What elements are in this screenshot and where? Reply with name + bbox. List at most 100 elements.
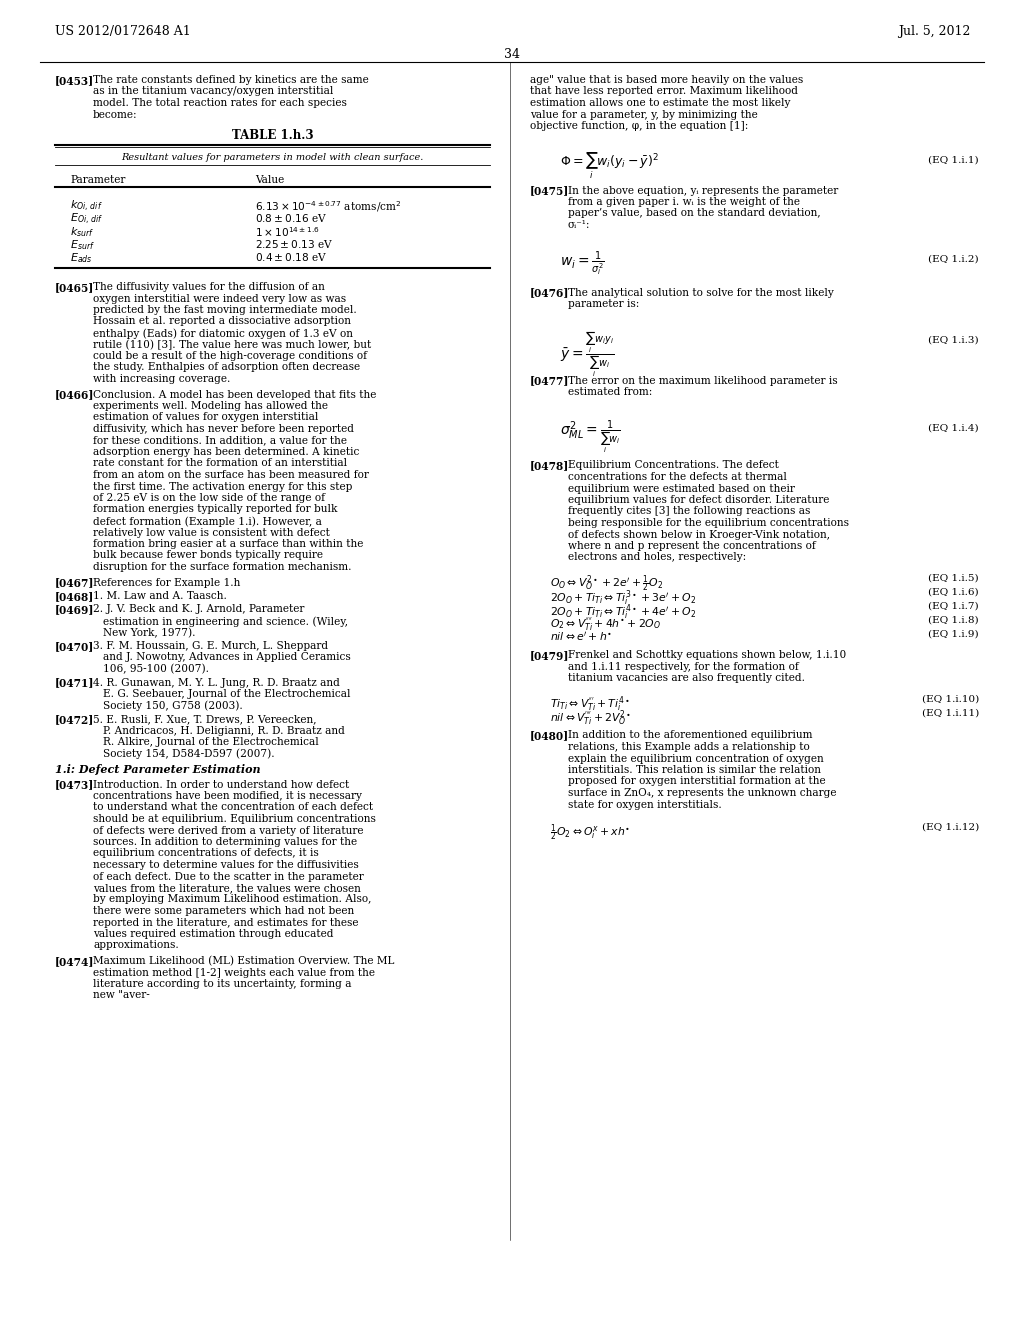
Text: $1 \times 10^{14\pm1.6}$: $1 \times 10^{14\pm1.6}$ bbox=[255, 224, 319, 239]
Text: new "aver-: new "aver- bbox=[93, 990, 150, 1001]
Text: $k_{surf}$: $k_{surf}$ bbox=[70, 224, 94, 239]
Text: from an atom on the surface has been measured for: from an atom on the surface has been mea… bbox=[93, 470, 369, 480]
Text: Jul. 5, 2012: Jul. 5, 2012 bbox=[898, 25, 970, 38]
Text: $2.25 \pm 0.13$ eV: $2.25 \pm 0.13$ eV bbox=[255, 238, 333, 249]
Text: there were some parameters which had not been: there were some parameters which had not… bbox=[93, 906, 354, 916]
Text: estimated from:: estimated from: bbox=[568, 387, 652, 397]
Text: E. G. Seebauer, Journal of the Electrochemical: E. G. Seebauer, Journal of the Electroch… bbox=[103, 689, 350, 700]
Text: relatively low value is consistent with defect: relatively low value is consistent with … bbox=[93, 528, 330, 537]
Text: R. Alkire, Journal of the Electrochemical: R. Alkire, Journal of the Electrochemica… bbox=[103, 737, 318, 747]
Text: necessary to determine values for the diffusivities: necessary to determine values for the di… bbox=[93, 861, 358, 870]
Text: value for a parameter, y, by minimizing the: value for a parameter, y, by minimizing … bbox=[530, 110, 758, 120]
Text: estimation of values for oxygen interstitial: estimation of values for oxygen intersti… bbox=[93, 412, 318, 422]
Text: Resultant values for parameters in model with clean surface.: Resultant values for parameters in model… bbox=[121, 153, 424, 162]
Text: $E_{surf}$: $E_{surf}$ bbox=[70, 238, 95, 252]
Text: (EQ 1.i.8): (EQ 1.i.8) bbox=[929, 616, 979, 624]
Text: estimation in engineering and science. (Wiley,: estimation in engineering and science. (… bbox=[103, 616, 348, 627]
Text: by employing Maximum Likelihood estimation. Also,: by employing Maximum Likelihood estimati… bbox=[93, 895, 372, 904]
Text: $E_{ads}$: $E_{ads}$ bbox=[70, 251, 92, 265]
Text: (EQ 1.i.2): (EQ 1.i.2) bbox=[929, 255, 979, 264]
Text: frequently cites [3] the following reactions as: frequently cites [3] the following react… bbox=[568, 507, 810, 516]
Text: explain the equilibrium concentration of oxygen: explain the equilibrium concentration of… bbox=[568, 754, 823, 763]
Text: Equilibrium Concentrations. The defect: Equilibrium Concentrations. The defect bbox=[568, 461, 779, 470]
Text: equilibrium were estimated based on their: equilibrium were estimated based on thei… bbox=[568, 483, 795, 494]
Text: $w_i = \frac{1}{\sigma_i^2}$: $w_i = \frac{1}{\sigma_i^2}$ bbox=[560, 249, 605, 279]
Text: paper’s value, based on the standard deviation,: paper’s value, based on the standard dev… bbox=[568, 209, 820, 219]
Text: $O_2 \Leftrightarrow V_{Ti}^{''''} + 4h^{\bullet} + 2O_O$: $O_2 \Leftrightarrow V_{Ti}^{''''} + 4h^… bbox=[550, 616, 662, 634]
Text: 4. R. Gunawan, M. Y. L. Jung, R. D. Braatz and: 4. R. Gunawan, M. Y. L. Jung, R. D. Braa… bbox=[93, 677, 340, 688]
Text: $\frac{1}{2}O_2 \Leftrightarrow O_i^{x} + xh^{\bullet}$: $\frac{1}{2}O_2 \Leftrightarrow O_i^{x} … bbox=[550, 822, 631, 845]
Text: (EQ 1.i.3): (EQ 1.i.3) bbox=[929, 335, 979, 345]
Text: [0465]: [0465] bbox=[55, 282, 94, 293]
Text: equilibrium values for defect disorder. Literature: equilibrium values for defect disorder. … bbox=[568, 495, 829, 506]
Text: formation bring easier at a surface than within the: formation bring easier at a surface than… bbox=[93, 539, 364, 549]
Text: [0468]: [0468] bbox=[55, 591, 94, 602]
Text: Conclusion. A model has been developed that fits the: Conclusion. A model has been developed t… bbox=[93, 389, 377, 400]
Text: $\bar{y} = \frac{\sum_{i} w_i y_i}{\sum_{i} w_i}$: $\bar{y} = \frac{\sum_{i} w_i y_i}{\sum_… bbox=[560, 330, 614, 379]
Text: titanium vacancies are also frequently cited.: titanium vacancies are also frequently c… bbox=[568, 673, 805, 682]
Text: [0474]: [0474] bbox=[55, 956, 94, 968]
Text: Hossain et al. reported a dissociative adsorption: Hossain et al. reported a dissociative a… bbox=[93, 317, 351, 326]
Text: could be a result of the high-coverage conditions of: could be a result of the high-coverage c… bbox=[93, 351, 367, 360]
Text: 34: 34 bbox=[504, 48, 520, 61]
Text: Value: Value bbox=[255, 176, 285, 185]
Text: sources. In addition to determining values for the: sources. In addition to determining valu… bbox=[93, 837, 357, 847]
Text: bulk because fewer bonds typically require: bulk because fewer bonds typically requi… bbox=[93, 550, 323, 561]
Text: rate constant for the formation of an interstitial: rate constant for the formation of an in… bbox=[93, 458, 347, 469]
Text: become:: become: bbox=[93, 110, 137, 120]
Text: [0467]: [0467] bbox=[55, 578, 94, 589]
Text: as in the titanium vacancy/oxygen interstitial: as in the titanium vacancy/oxygen inters… bbox=[93, 87, 334, 96]
Text: objective function, φ, in the equation [1]:: objective function, φ, in the equation [… bbox=[530, 121, 749, 131]
Text: Frenkel and Schottky equations shown below, 1.i.10: Frenkel and Schottky equations shown bel… bbox=[568, 649, 846, 660]
Text: that have less reported error. Maximum likelihood: that have less reported error. Maximum l… bbox=[530, 87, 798, 96]
Text: interstitials. This relation is similar the relation: interstitials. This relation is similar … bbox=[568, 766, 821, 775]
Text: In addition to the aforementioned equilibrium: In addition to the aforementioned equili… bbox=[568, 730, 812, 741]
Text: Introduction. In order to understand how defect: Introduction. In order to understand how… bbox=[93, 780, 349, 789]
Text: reported in the literature, and estimates for these: reported in the literature, and estimate… bbox=[93, 917, 358, 928]
Text: (EQ 1.i.5): (EQ 1.i.5) bbox=[929, 574, 979, 583]
Text: $nil \Leftrightarrow e' + h^{\bullet}$: $nil \Leftrightarrow e' + h^{\bullet}$ bbox=[550, 630, 612, 643]
Text: [0478]: [0478] bbox=[530, 461, 569, 471]
Text: of defects were derived from a variety of literature: of defects were derived from a variety o… bbox=[93, 825, 364, 836]
Text: (EQ 1.i.7): (EQ 1.i.7) bbox=[929, 602, 979, 611]
Text: New York, 1977).: New York, 1977). bbox=[103, 627, 196, 638]
Text: The rate constants defined by kinetics are the same: The rate constants defined by kinetics a… bbox=[93, 75, 369, 84]
Text: model. The total reaction rates for each species: model. The total reaction rates for each… bbox=[93, 98, 347, 108]
Text: (EQ 1.i.9): (EQ 1.i.9) bbox=[929, 630, 979, 639]
Text: of defects shown below in Kroeger-Vink notation,: of defects shown below in Kroeger-Vink n… bbox=[568, 529, 830, 540]
Text: enthalpy (Eads) for diatomic oxygen of 1.3 eV on: enthalpy (Eads) for diatomic oxygen of 1… bbox=[93, 327, 353, 338]
Text: values from the literature, the values were chosen: values from the literature, the values w… bbox=[93, 883, 360, 894]
Text: disruption for the surface formation mechanism.: disruption for the surface formation mec… bbox=[93, 562, 351, 572]
Text: where n and p represent the concentrations of: where n and p represent the concentratio… bbox=[568, 541, 816, 550]
Text: (EQ 1.i.12): (EQ 1.i.12) bbox=[922, 822, 979, 832]
Text: $k_{Oi,\, dif}$: $k_{Oi,\, dif}$ bbox=[70, 199, 102, 214]
Text: the first time. The activation energy for this step: the first time. The activation energy fo… bbox=[93, 482, 352, 491]
Text: literature according to its uncertainty, forming a: literature according to its uncertainty,… bbox=[93, 979, 351, 989]
Text: approximations.: approximations. bbox=[93, 940, 179, 950]
Text: US 2012/0172648 A1: US 2012/0172648 A1 bbox=[55, 25, 190, 38]
Text: the study. Enthalpies of adsorption often decrease: the study. Enthalpies of adsorption ofte… bbox=[93, 363, 360, 372]
Text: being responsible for the equilibrium concentrations: being responsible for the equilibrium co… bbox=[568, 517, 849, 528]
Text: formation energies typically reported for bulk: formation energies typically reported fo… bbox=[93, 504, 338, 515]
Text: (EQ 1.i.4): (EQ 1.i.4) bbox=[929, 424, 979, 433]
Text: predicted by the fast moving intermediate model.: predicted by the fast moving intermediat… bbox=[93, 305, 356, 315]
Text: Society 150, G758 (2003).: Society 150, G758 (2003). bbox=[103, 701, 243, 711]
Text: for these conditions. In addition, a value for the: for these conditions. In addition, a val… bbox=[93, 436, 347, 446]
Text: The diffusivity values for the diffusion of an: The diffusivity values for the diffusion… bbox=[93, 282, 325, 292]
Text: $\Phi = \sum_{i} w_i(y_i - \bar{y})^2$: $\Phi = \sum_{i} w_i(y_i - \bar{y})^2$ bbox=[560, 150, 659, 181]
Text: TABLE 1.h.3: TABLE 1.h.3 bbox=[231, 129, 313, 143]
Text: with increasing coverage.: with increasing coverage. bbox=[93, 374, 230, 384]
Text: proposed for oxygen interstitial formation at the: proposed for oxygen interstitial formati… bbox=[568, 776, 825, 787]
Text: 2. J. V. Beck and K. J. Arnold, Parameter: 2. J. V. Beck and K. J. Arnold, Paramete… bbox=[93, 605, 304, 615]
Text: References for Example 1.h: References for Example 1.h bbox=[93, 578, 241, 587]
Text: 3. F. M. Houssain, G. E. Murch, L. Sheppard: 3. F. M. Houssain, G. E. Murch, L. Shepp… bbox=[93, 642, 328, 651]
Text: [0480]: [0480] bbox=[530, 730, 569, 742]
Text: $nil \Leftrightarrow V_{Ti}^{''''} + 2V_O^{2\bullet}$: $nil \Leftrightarrow V_{Ti}^{''''} + 2V_… bbox=[550, 709, 631, 727]
Text: adsorption energy has been determined. A kinetic: adsorption energy has been determined. A… bbox=[93, 447, 359, 457]
Text: $O_O \Leftrightarrow V_O^{2\bullet} + 2e' + \frac{1}{2}O_2$: $O_O \Leftrightarrow V_O^{2\bullet} + 2e… bbox=[550, 574, 664, 595]
Text: (EQ 1.i.1): (EQ 1.i.1) bbox=[929, 156, 979, 165]
Text: $\sigma^2_{ML} = \frac{1}{\sum_{i} w_i}$: $\sigma^2_{ML} = \frac{1}{\sum_{i} w_i}$ bbox=[560, 418, 621, 455]
Text: [0472]: [0472] bbox=[55, 714, 94, 725]
Text: to understand what the concentration of each defect: to understand what the concentration of … bbox=[93, 803, 373, 813]
Text: should be at equilibrium. Equilibrium concentrations: should be at equilibrium. Equilibrium co… bbox=[93, 814, 376, 824]
